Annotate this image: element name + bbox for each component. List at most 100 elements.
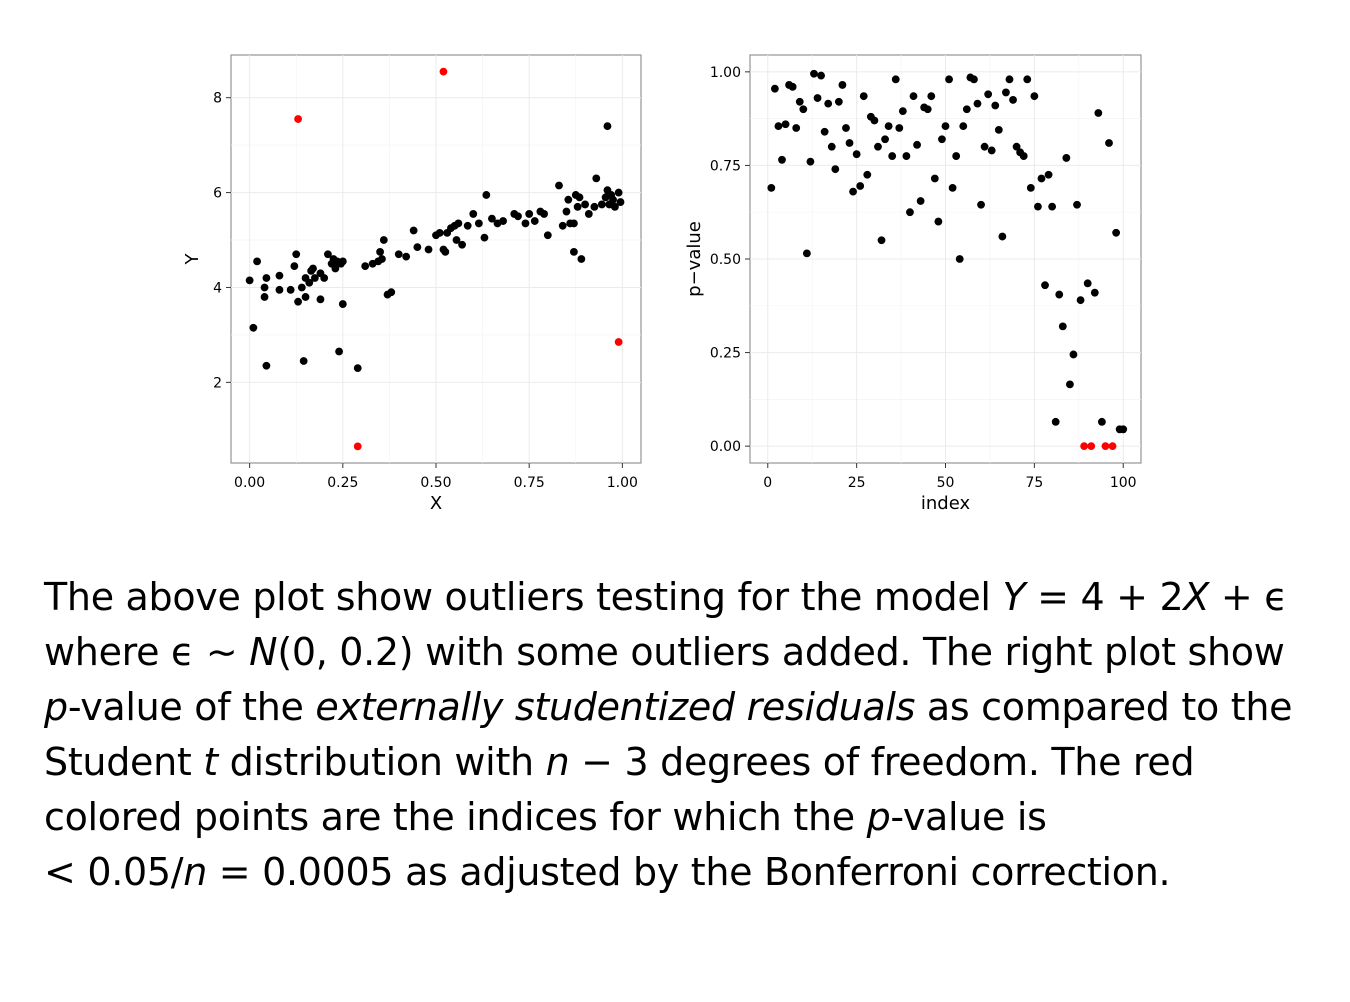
- math-var: X: [1183, 575, 1210, 619]
- data-point: [454, 219, 463, 228]
- data-point: [424, 245, 433, 254]
- data-point: [260, 293, 269, 301]
- data-point: [859, 92, 868, 101]
- data-point: [778, 155, 786, 164]
- data-point: [1073, 200, 1081, 209]
- data-point: [463, 221, 472, 230]
- x-axis-title: index: [921, 493, 971, 514]
- data-point: [514, 212, 522, 221]
- data-point: [817, 71, 825, 80]
- data-point: [959, 122, 968, 131]
- data-point: [941, 122, 950, 131]
- data-point: [802, 249, 811, 258]
- data-point: [409, 226, 418, 235]
- caption-text: (0, 0.2) with some outliers added. The r…: [277, 630, 1285, 674]
- data-point: [991, 101, 1000, 110]
- y-tick-label: 2: [213, 375, 222, 391]
- data-point: [394, 250, 403, 259]
- x-tick-label: 50: [937, 475, 955, 491]
- data-point: [331, 264, 340, 273]
- pvalue-vs-index-chart: 0 25 50 75 100 0.00 0.25 0.50 0.75 1.00 index p−val…: [684, 54, 1142, 514]
- data-point: [980, 142, 989, 151]
- caption-paragraph: The above plot show outliers testing for…: [44, 570, 1324, 900]
- math-var: p: [866, 795, 891, 839]
- data-point: [245, 276, 254, 285]
- data-point: [262, 274, 271, 282]
- x-tick-label: 0.75: [514, 475, 545, 491]
- outlier-point: [439, 67, 448, 76]
- x-tick-label: 0.25: [327, 475, 358, 491]
- caption-text: < 0.05/: [44, 850, 184, 894]
- data-point: [913, 140, 921, 149]
- y-axis-title: p−value: [684, 221, 705, 297]
- data-point: [945, 75, 953, 84]
- data-point: [452, 236, 461, 244]
- data-point: [874, 142, 882, 151]
- data-point: [938, 135, 946, 144]
- data-point: [1090, 288, 1099, 297]
- data-point: [324, 250, 332, 259]
- data-point: [881, 135, 889, 144]
- data-point: [540, 210, 548, 218]
- data-point: [275, 285, 284, 294]
- math-var: t: [203, 740, 218, 784]
- data-point: [891, 75, 900, 84]
- data-point: [488, 214, 496, 223]
- caption-text: -value of the: [67, 685, 316, 729]
- data-point: [909, 92, 918, 101]
- caption-text: Student: [44, 740, 204, 784]
- y-tick-label: 4: [213, 280, 222, 296]
- data-point: [558, 221, 567, 230]
- data-point: [845, 139, 854, 147]
- data-point: [378, 255, 386, 263]
- data-point: [831, 165, 840, 174]
- data-point: [338, 300, 347, 308]
- data-point: [262, 361, 271, 370]
- math-var: n: [183, 850, 208, 894]
- data-point: [770, 84, 779, 93]
- data-point: [888, 152, 897, 160]
- data-point: [562, 207, 571, 216]
- data-point: [609, 195, 617, 204]
- data-point: [294, 297, 302, 306]
- data-point: [611, 202, 619, 211]
- x-tick-label: 100: [1110, 475, 1137, 491]
- data-point: [376, 247, 384, 256]
- caption-text: -value is: [890, 795, 1047, 839]
- caption-text: − 3 degrees of freedom. The red: [569, 740, 1195, 784]
- data-point: [998, 232, 1007, 241]
- data-point: [521, 219, 530, 228]
- outlier-point: [1101, 442, 1110, 451]
- data-point: [614, 188, 623, 197]
- data-point: [543, 231, 552, 240]
- data-point: [469, 210, 478, 218]
- data-point: [1009, 96, 1017, 104]
- data-point: [564, 195, 573, 204]
- data-point: [952, 152, 961, 160]
- data-point: [275, 271, 284, 280]
- data-point: [973, 99, 982, 108]
- x-tick-label: 25: [848, 475, 866, 491]
- y-tick-label: 0.50: [710, 252, 741, 268]
- data-point: [458, 240, 466, 249]
- data-point: [1119, 425, 1128, 434]
- data-point: [402, 252, 411, 261]
- data-point: [1034, 202, 1042, 211]
- data-point: [1019, 152, 1028, 160]
- data-point: [1005, 75, 1014, 84]
- data-point: [480, 233, 489, 242]
- data-point: [1076, 296, 1085, 305]
- data-point: [1037, 174, 1046, 183]
- data-point: [994, 125, 1003, 134]
- data-point: [525, 210, 534, 218]
- caption-text: The above plot show outliers testing for…: [44, 575, 1003, 619]
- outlier-point: [614, 338, 623, 346]
- data-point: [1044, 170, 1053, 179]
- data-point: [977, 200, 985, 209]
- data-point: [1094, 109, 1103, 117]
- data-point: [824, 99, 833, 108]
- data-point: [1066, 380, 1074, 389]
- caption-line-3: p-value of the externally studentized re…: [44, 680, 1324, 735]
- data-point: [299, 357, 308, 365]
- data-point: [482, 191, 491, 199]
